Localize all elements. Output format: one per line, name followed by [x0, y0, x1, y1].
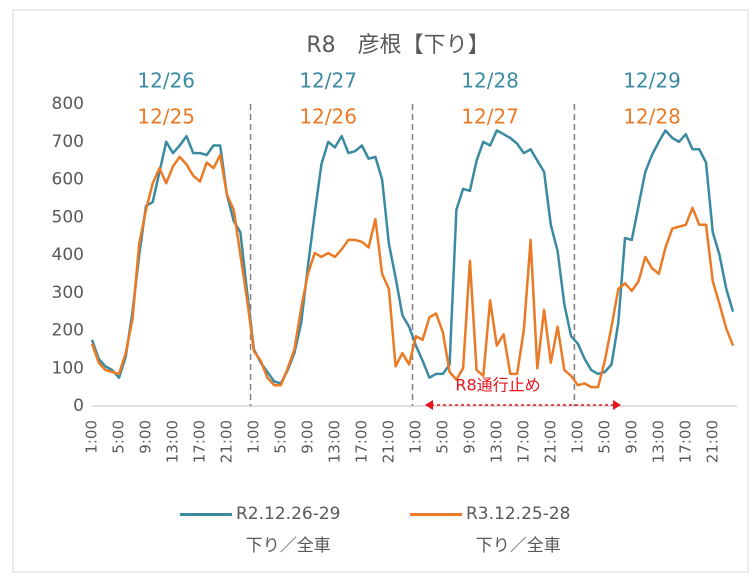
x-tick-label: 13:00	[325, 420, 343, 463]
y-tick-label: 0	[73, 396, 84, 416]
day-label-bottom: 12/28	[623, 105, 681, 129]
day-label-bottom: 12/26	[299, 105, 357, 129]
day-label-top: 12/26	[137, 69, 195, 93]
day-label-top: 12/29	[623, 69, 681, 93]
x-tick-label: 21:00	[541, 420, 559, 463]
day-label-bottom: 12/25	[137, 105, 195, 129]
x-tick-label: 5:00	[109, 420, 127, 454]
y-tick-label: 600	[52, 170, 84, 190]
y-tick-label: 400	[52, 245, 84, 265]
series-line	[90, 129, 735, 385]
x-tick-label: 9:00	[136, 420, 154, 454]
x-tick-label: 13:00	[163, 420, 181, 463]
day-label-bottom: 12/27	[461, 105, 519, 129]
x-tick-label: 17:00	[514, 420, 532, 463]
chart-title: R8 彦根【下り】	[306, 33, 489, 58]
x-tick-label: 17:00	[352, 420, 370, 463]
legend-entry: R2.12.26-29 下り／全車	[180, 498, 340, 562]
x-tick-label: 17:00	[676, 420, 694, 463]
y-tick-label: 200	[52, 321, 84, 341]
x-tick-label: 1:00	[568, 420, 586, 454]
x-tick-label: 9:00	[298, 420, 316, 454]
x-tick-label: 13:00	[487, 420, 505, 463]
y-tick-label: 300	[52, 283, 84, 303]
y-tick-label: 800	[52, 94, 84, 114]
arrow-head	[425, 400, 433, 410]
x-tick-label: 1:00	[244, 420, 262, 454]
x-tick-label: 13:00	[649, 420, 667, 463]
arrow-head	[613, 400, 621, 410]
x-tick-label: 9:00	[622, 420, 640, 454]
legend-swatch	[410, 513, 462, 516]
series-line	[90, 153, 735, 389]
x-tick-label: 5:00	[271, 420, 289, 454]
x-tick-label: 5:00	[595, 420, 613, 454]
legend-entry: R3.12.25-28 下り／全車	[410, 498, 570, 562]
x-tick-label: 21:00	[703, 420, 721, 463]
day-label-top: 12/27	[299, 69, 357, 93]
x-tick-label: 9:00	[460, 420, 478, 454]
y-tick-label: 100	[52, 358, 84, 378]
y-tick-label: 700	[52, 132, 84, 152]
x-tick-label: 17:00	[190, 420, 208, 463]
x-tick-label: 1:00	[406, 420, 424, 454]
x-tick-label: 21:00	[379, 420, 397, 463]
legend-swatch	[180, 513, 232, 516]
x-tick-label: 5:00	[433, 420, 451, 454]
legend-label: R2.12.26-29 下り／全車	[236, 504, 341, 556]
x-tick-label: 1:00	[83, 420, 101, 454]
closure-label: R8通行止め	[455, 376, 540, 395]
day-label-top: 12/28	[461, 69, 519, 93]
legend-label: R3.12.25-28 下り／全車	[466, 504, 571, 556]
y-tick-label: 500	[52, 207, 84, 227]
x-tick-label: 21:00	[217, 420, 235, 463]
chart-border	[12, 9, 749, 573]
